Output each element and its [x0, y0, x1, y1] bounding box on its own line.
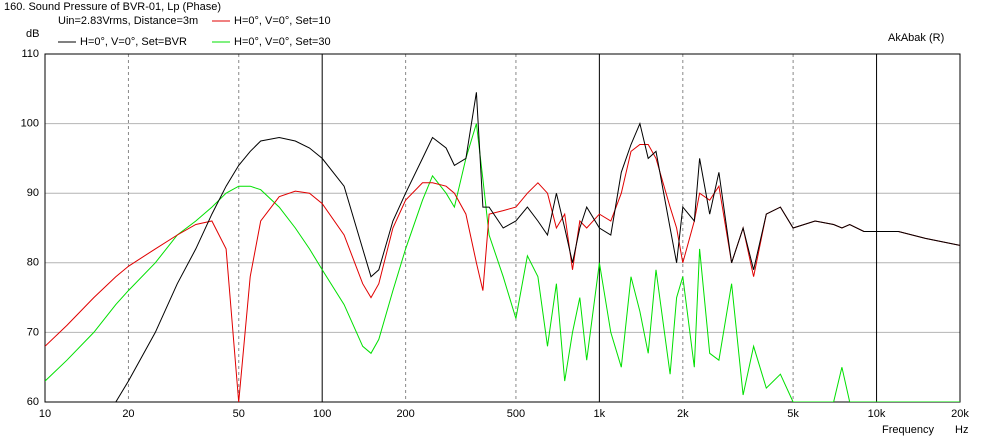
series-line	[45, 123, 960, 402]
plot-lines	[45, 92, 960, 402]
x-tick-label: 10	[39, 408, 51, 420]
x-unit: Hz	[955, 424, 968, 436]
x-tick-label: 2k	[677, 408, 689, 420]
y-tick-label: 110	[21, 48, 39, 60]
x-tick-label: 5k	[787, 408, 799, 420]
x-tick-label: 200	[396, 408, 414, 420]
x-axis-label: Frequency	[882, 424, 934, 436]
x-tick-label: 50	[233, 408, 245, 420]
y-tick-label: 100	[21, 118, 39, 130]
x-tick-label: 1k	[594, 408, 606, 420]
plot-border	[44, 53, 961, 403]
legend-label: H=0°, V=0°, Set=10	[234, 15, 331, 27]
series-line	[45, 144, 960, 402]
x-tick-label: 10k	[868, 408, 886, 420]
y-tick-label: 60	[27, 396, 39, 408]
chart-title: 160. Sound Pressure of BVR-01, Lp (Phase…	[4, 1, 221, 13]
x-tick-label: 20	[122, 408, 134, 420]
x-tick-label: 500	[507, 408, 525, 420]
legend-label: H=0°, V=0°, Set=BVR	[80, 36, 187, 48]
y-axis-label: dB	[26, 28, 39, 40]
series-line	[45, 92, 960, 402]
legend-label: H=0°, V=0°, Set=30	[234, 36, 331, 48]
x-tick-label: 100	[313, 408, 331, 420]
subtitle: Uin=2.83Vrms, Distance=3m	[58, 15, 198, 27]
y-tick-label: 90	[27, 187, 39, 199]
y-tick-label: 80	[27, 257, 39, 269]
y-tick-label: 70	[27, 326, 39, 338]
annotation: AkAbak (R)	[888, 32, 944, 44]
x-tick-label: 20k	[951, 408, 969, 420]
